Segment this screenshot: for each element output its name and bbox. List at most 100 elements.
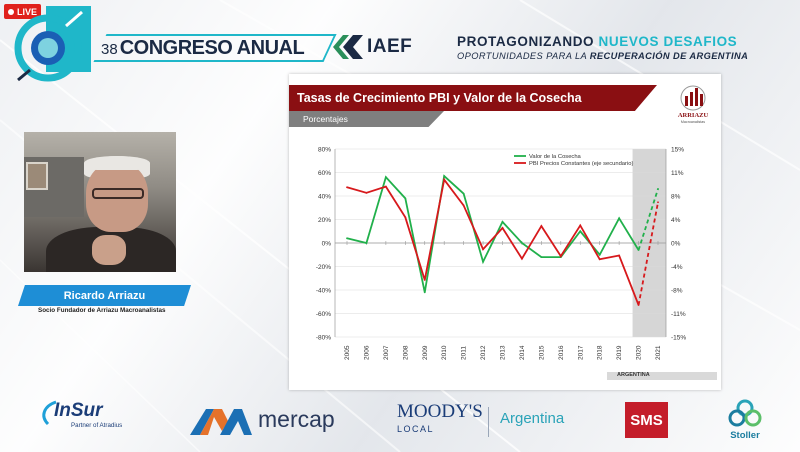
x-tick-label: 2017 xyxy=(577,345,584,360)
live-dot-icon xyxy=(8,8,14,15)
slogan-sub-prefix: OPORTUNIDADES PARA LA xyxy=(457,51,590,61)
data-point xyxy=(346,237,348,240)
data-point xyxy=(443,175,446,177)
sponsor-insur: InSur Partner of Atradius xyxy=(38,400,122,431)
data-point xyxy=(462,192,465,195)
y-right-tick-label: 0% xyxy=(671,241,681,248)
data-point xyxy=(443,178,446,181)
stoller-name: Stoller xyxy=(730,430,760,441)
data-point xyxy=(559,255,562,258)
data-point xyxy=(598,253,601,256)
congress-logo-icon xyxy=(14,6,91,82)
live-label: LIVE xyxy=(17,6,38,17)
legend-label: PBI Precios Constantes (eje secundario) xyxy=(529,161,633,167)
series-line xyxy=(346,177,640,306)
slogan-sub: OPORTUNIDADES PARA LA RECUPERACIÓN DE AR… xyxy=(457,51,748,61)
slogan-accent-text: NUEVOS DESAFIOS xyxy=(598,34,738,49)
data-point xyxy=(404,197,407,200)
insur-tag: Partner of Atradius xyxy=(71,422,123,429)
iaef-mark-icon xyxy=(333,35,363,59)
slide-subtitle-bar: Porcentajes xyxy=(289,111,444,127)
slide-subtitle: Porcentajes xyxy=(303,114,348,124)
y-left-tick-label: 60% xyxy=(318,170,331,177)
slogan-main: PROTAGONIZANDO NUEVOS DESAFIOS xyxy=(457,34,737,49)
y-right-tick-label: -8% xyxy=(671,288,683,295)
x-tick-label: 2015 xyxy=(538,345,545,360)
speaker-role: Socio Fundador de Arriazu Macroanalistas xyxy=(38,307,166,314)
mercap-chevrons-icon xyxy=(190,409,252,435)
sponsor-sms: SMS xyxy=(625,402,668,438)
moodys-country: Argentina xyxy=(500,410,565,427)
x-tick-label: 2008 xyxy=(402,345,409,360)
data-point xyxy=(384,176,387,179)
series-projection-line xyxy=(637,202,659,306)
y-left-tick-label: -40% xyxy=(316,288,331,295)
y-right-tick-label: -11% xyxy=(671,311,686,318)
moodys-name: MOODY'S xyxy=(397,401,483,422)
y-left-tick-label: -20% xyxy=(316,264,331,271)
y-right-tick-label: 4% xyxy=(671,217,681,224)
x-tick-label: 2019 xyxy=(616,345,623,360)
data-point xyxy=(482,248,484,251)
data-point xyxy=(637,304,640,306)
data-point xyxy=(501,227,504,229)
congress-title: 38 CONGRESO ANUAL xyxy=(101,37,305,61)
slide-title: Tasas de Crecimiento PBI y Valor de la C… xyxy=(297,91,582,105)
data-point xyxy=(657,188,659,190)
data-point xyxy=(618,217,621,220)
legend-label: Valor de la Cosecha xyxy=(529,154,582,160)
speaker-name-tag: Ricardo Arriazu xyxy=(18,285,191,306)
moodys-local: LOCAL xyxy=(397,424,435,434)
data-point xyxy=(579,230,582,233)
sms-name: SMS xyxy=(630,411,663,429)
series-projection-line xyxy=(637,188,659,251)
growth-chart: 80% 15% 60% 11% 40% 8% 20% 4% 0% 0% -20% -4% -40% -8%… xyxy=(316,147,687,361)
mercap-name: mercap xyxy=(258,405,335,432)
iaef-logo: IAEF xyxy=(333,35,412,59)
x-tick-label: 2020 xyxy=(636,345,643,360)
x-tick-label: 2018 xyxy=(597,345,604,360)
data-point xyxy=(346,186,348,189)
y-left-tick-label: -80% xyxy=(316,335,331,342)
congress-name: CONGRESO ANUAL xyxy=(119,37,305,59)
data-point xyxy=(423,291,426,294)
y-right-tick-label: 8% xyxy=(671,194,681,201)
y-left-tick-label: -60% xyxy=(316,311,331,318)
y-right-tick-label: 11% xyxy=(671,170,684,177)
data-point xyxy=(423,279,426,281)
congress-edition: 38 xyxy=(101,41,118,58)
x-tick-label: 2011 xyxy=(461,346,468,360)
y-left-tick-label: 40% xyxy=(318,194,331,201)
sponsor-stoller: Stoller xyxy=(726,398,764,444)
slide-title-bar: Tasas de Crecimiento PBI y Valor de la C… xyxy=(289,85,657,111)
y-left-tick-label: 80% xyxy=(318,147,331,154)
y-right-tick-label: -4% xyxy=(671,264,683,271)
data-point xyxy=(482,260,484,263)
slide-footer: ARGENTINA xyxy=(607,372,717,380)
x-tick-label: 2005 xyxy=(344,345,351,360)
arriazu-globe-icon xyxy=(680,85,706,111)
slogan-sub-bold: RECUPERACIÓN DE ARGENTINA xyxy=(589,51,749,61)
insur-name: InSur xyxy=(54,400,103,421)
data-point xyxy=(598,258,601,261)
data-point xyxy=(540,225,543,227)
data-point xyxy=(365,242,368,244)
speaker-name: Ricardo Arriazu xyxy=(63,289,146,302)
presentation-slide: 80% 15% 60% 11% 40% 8% 20% 4% 0% 0% -20% -4% -40% -8%… xyxy=(289,74,721,390)
x-tick-label: 2009 xyxy=(422,345,429,360)
data-point xyxy=(521,257,523,260)
data-point xyxy=(540,256,543,258)
speaker-video xyxy=(24,132,176,272)
y-right-tick-label: -15% xyxy=(671,335,686,342)
y-right-tick-label: 15% xyxy=(671,147,684,154)
data-point xyxy=(462,204,465,207)
data-point xyxy=(521,242,523,244)
y-left-tick-label: 0% xyxy=(322,241,332,248)
data-point xyxy=(384,185,387,188)
x-tick-label: 2016 xyxy=(558,345,565,360)
slogan-main-text: PROTAGONIZANDO xyxy=(457,34,595,49)
data-point xyxy=(501,220,504,223)
x-tick-label: 2013 xyxy=(500,345,507,360)
live-badge: LIVE xyxy=(4,4,41,19)
arriazu-logo: ARRIAZU Macroanalistas xyxy=(673,84,713,130)
